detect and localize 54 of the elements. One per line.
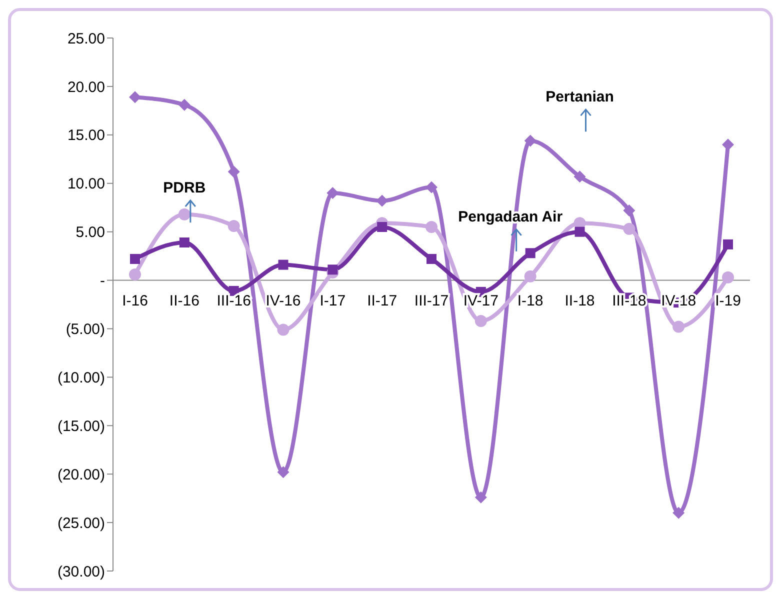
point (129, 268, 141, 280)
point (178, 208, 190, 220)
point (474, 314, 487, 327)
point (623, 222, 636, 235)
point (524, 270, 536, 282)
point (130, 254, 140, 264)
point (524, 134, 536, 147)
x-tick-label: III-16 (216, 292, 251, 310)
point (228, 220, 240, 232)
point (179, 237, 190, 248)
x-tick-label: I-17 (320, 292, 346, 310)
point (723, 239, 733, 250)
y-tick-label: 25.00 (67, 30, 105, 48)
point (129, 91, 141, 104)
y-tick-label: (25.00) (57, 514, 105, 532)
y-tick-label: 10.00 (67, 176, 105, 193)
y-tick-label: 20.00 (67, 78, 105, 96)
y-tick-label: (10.00) (57, 370, 105, 387)
y-tick-label: 15.00 (67, 127, 105, 144)
point (426, 254, 436, 264)
point (525, 248, 536, 258)
y-tick-label: (20.00) (57, 466, 105, 484)
point (377, 222, 388, 232)
text: Pertanian (546, 88, 614, 106)
x-tick-label: III-17 (414, 292, 449, 310)
x-tick-label: IV-17 (463, 292, 498, 310)
x-tick-label: IV-16 (266, 292, 301, 310)
point (277, 466, 290, 478)
x-tick-label: I-19 (715, 292, 741, 310)
point (672, 506, 685, 519)
point (426, 181, 438, 194)
text: PDRB (163, 179, 206, 196)
x-tick-label: II-18 (564, 292, 595, 310)
point (178, 98, 190, 111)
y-tick-label: (15.00) (57, 418, 105, 435)
y-tick-label: (5.00) (66, 321, 105, 338)
x-tick-label: I-16 (122, 292, 148, 310)
y-tick-label: 5.00 (76, 224, 105, 242)
point (574, 170, 586, 183)
y-tick-label: - (100, 272, 105, 290)
point (278, 260, 288, 270)
point (623, 204, 636, 216)
point (574, 226, 585, 237)
y-tick-label: (30.00) (57, 563, 105, 580)
x-tick-label: II-17 (367, 292, 398, 310)
point (426, 220, 438, 233)
point (328, 264, 338, 275)
x-tick-label: II-16 (169, 292, 200, 310)
point (722, 271, 734, 284)
x-tick-label: I-18 (517, 292, 544, 310)
point (228, 166, 240, 178)
point (277, 324, 290, 336)
point (474, 491, 487, 504)
point (672, 320, 685, 333)
